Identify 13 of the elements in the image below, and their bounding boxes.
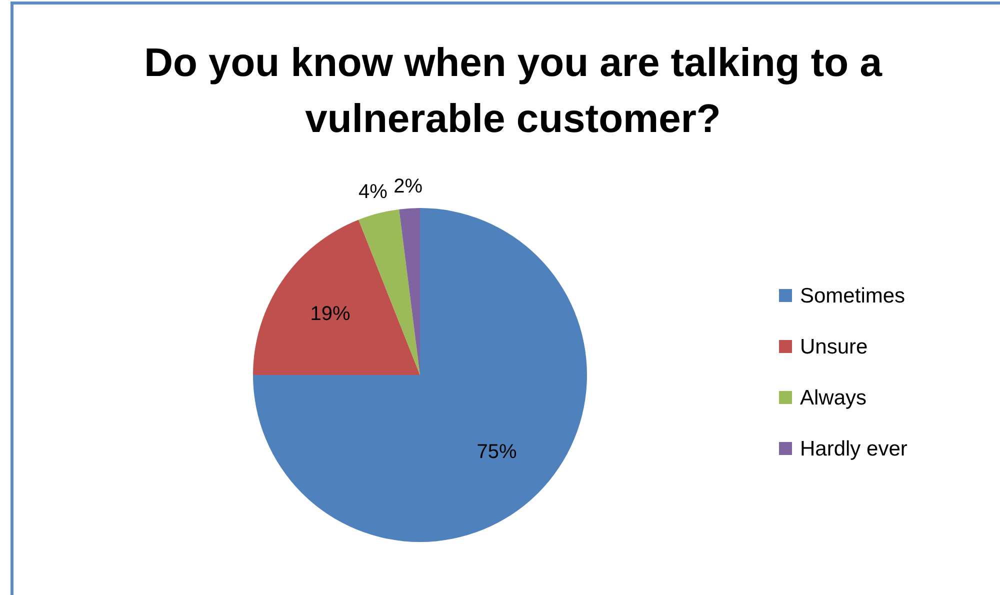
data-label: 4% — [358, 180, 388, 203]
legend-label: Hardly ever — [800, 438, 908, 460]
legend-label: Always — [800, 386, 867, 410]
pie-slice — [399, 208, 420, 375]
chart-title: Do you know when you are talking to a vulnerable customer? — [144, 41, 883, 141]
pie-slice — [253, 220, 420, 375]
data-label: 2% — [394, 175, 423, 198]
data-label: 75% — [476, 440, 517, 463]
pie-slice — [253, 208, 587, 542]
data-label: 19% — [310, 302, 350, 325]
legend-label: Unsure — [800, 336, 868, 358]
pie-slice — [358, 209, 420, 375]
legend-label: Sometimes — [800, 284, 906, 308]
